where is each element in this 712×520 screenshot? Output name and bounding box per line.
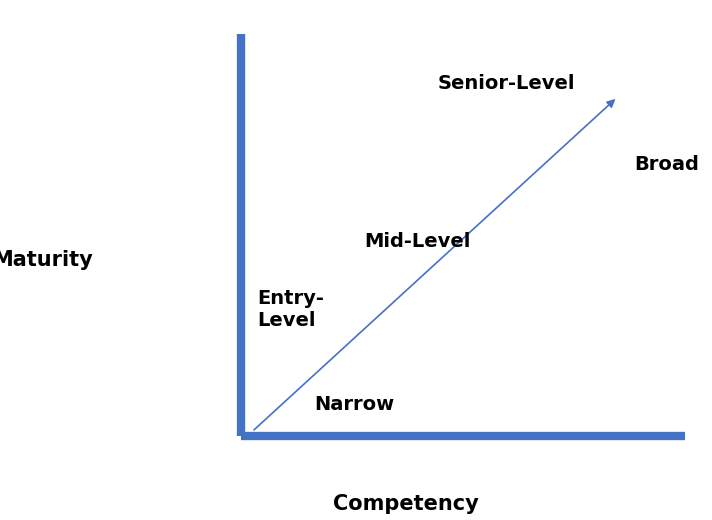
Text: Competency: Competency <box>333 495 478 514</box>
Text: Narrow: Narrow <box>314 395 394 414</box>
Text: Entry-
Level: Entry- Level <box>258 289 325 330</box>
Text: Mid-Level: Mid-Level <box>365 232 471 251</box>
Text: Maturity: Maturity <box>0 250 93 270</box>
Text: Senior-Level: Senior-Level <box>437 73 575 93</box>
Text: Broad: Broad <box>634 155 699 174</box>
